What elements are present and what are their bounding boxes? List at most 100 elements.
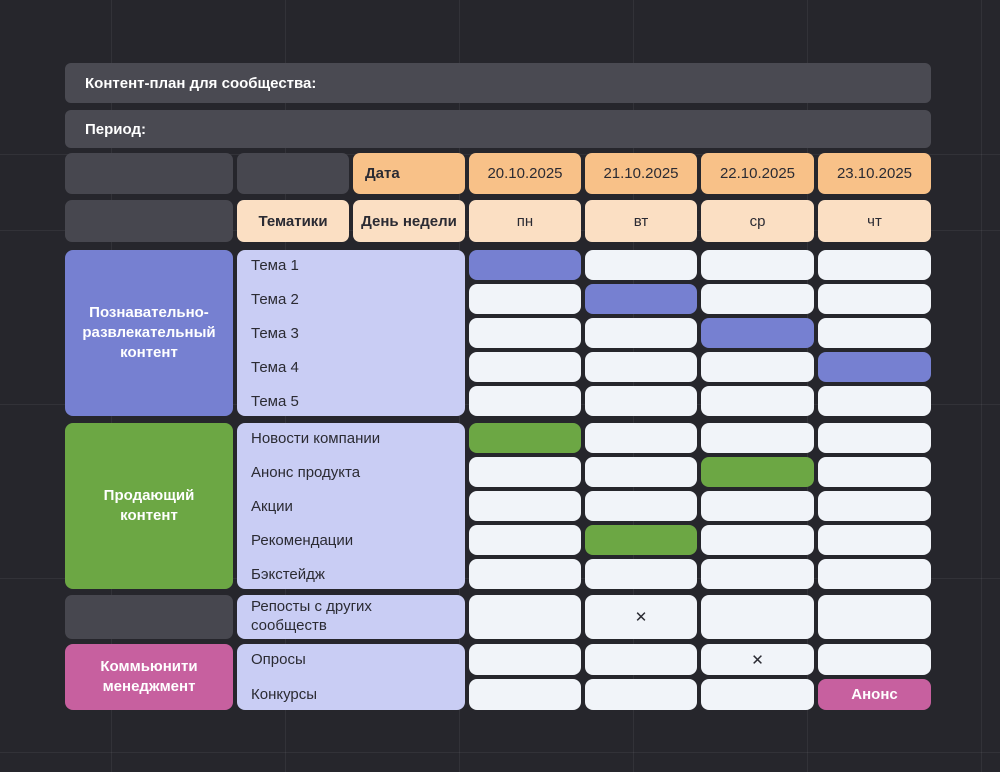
schedule-cell[interactable] xyxy=(469,491,581,521)
weekday-header-label: День недели xyxy=(361,212,457,230)
topic-label: Опросы xyxy=(251,651,306,668)
schedule-cell[interactable] xyxy=(585,457,697,487)
schedule-cell[interactable] xyxy=(701,559,814,589)
schedule-cell[interactable] xyxy=(818,423,931,453)
schedule-cell-filled[interactable] xyxy=(701,318,814,348)
schedule-cell[interactable] xyxy=(469,525,581,555)
schedule-cell[interactable] xyxy=(701,423,814,453)
topic-label: Тема 3 xyxy=(251,324,299,342)
schedule-cell[interactable] xyxy=(818,457,931,487)
schedule-cell[interactable] xyxy=(701,679,814,710)
title-bar[interactable]: Контент-план для сообщества: xyxy=(65,63,931,103)
schedule-cell[interactable] xyxy=(585,423,697,453)
period-bar-label: Период: xyxy=(85,120,146,138)
topic-label: Новости компании xyxy=(251,429,381,447)
weekday-header-cell[interactable]: День недели xyxy=(353,200,465,242)
date-header-cell[interactable]: Дата xyxy=(353,153,465,194)
weekday-value: пн xyxy=(516,212,534,230)
topic-label: Рекомендации xyxy=(251,531,354,549)
schedule-cell-filled[interactable] xyxy=(469,250,581,280)
schedule-cell[interactable] xyxy=(585,679,697,710)
empty-header-cell[interactable] xyxy=(65,153,233,194)
schedule-cell[interactable] xyxy=(701,284,814,314)
weekday-value: чт xyxy=(867,212,882,230)
schedule-cell[interactable] xyxy=(585,352,697,382)
schedule-cell[interactable] xyxy=(818,386,931,416)
topics-block-reposts[interactable]: Репосты с других сообществ xyxy=(237,595,465,639)
schedule-cell[interactable] xyxy=(701,250,814,280)
schedule-cell[interactable] xyxy=(585,644,697,675)
period-bar[interactable]: Период: xyxy=(65,110,931,148)
schedule-cell[interactable] xyxy=(818,559,931,589)
schedule-cell[interactable] xyxy=(469,386,581,416)
schedule-cell-filled[interactable] xyxy=(469,423,581,453)
schedule-cell[interactable] xyxy=(585,491,697,521)
schedule-cell-filled[interactable] xyxy=(701,457,814,487)
empty-category-cell[interactable] xyxy=(65,595,233,639)
schedule-cell[interactable] xyxy=(469,457,581,487)
weekday-cell-thu[interactable]: чт xyxy=(818,200,931,242)
topic-label: Репосты с других сообществ xyxy=(251,598,372,634)
date-cell-tue[interactable]: 21.10.2025 xyxy=(585,153,697,194)
date-cell-thu[interactable]: 23.10.2025 xyxy=(818,153,931,194)
topic-label: Бэкстейдж xyxy=(251,565,325,583)
schedule-cell[interactable] xyxy=(469,318,581,348)
schedule-cell[interactable] xyxy=(701,491,814,521)
category-block-educational[interactable]: Познавательно-развлекательный контент xyxy=(65,250,233,416)
anons-cell[interactable]: Анонс xyxy=(818,679,931,710)
topics-header-label: Тематики xyxy=(258,212,328,230)
date-value: 22.10.2025 xyxy=(719,165,796,182)
topic-label: Акции xyxy=(251,497,293,515)
weekday-value: ср xyxy=(749,212,766,230)
schedule-cell[interactable] xyxy=(818,644,931,675)
schedule-cell[interactable] xyxy=(585,386,697,416)
schedule-cell[interactable] xyxy=(701,595,814,639)
schedule-cell[interactable] xyxy=(469,644,581,675)
date-cell-mon[interactable]: 20.10.2025 xyxy=(469,153,581,194)
schedule-cell[interactable] xyxy=(469,352,581,382)
category-label: Коммьюнити менеджмент xyxy=(100,658,198,695)
schedule-cell[interactable] xyxy=(585,250,697,280)
date-cell-wed[interactable]: 22.10.2025 xyxy=(701,153,814,194)
topics-header-cell[interactable]: Тематики xyxy=(237,200,349,242)
topic-label: Конкурсы xyxy=(251,686,318,703)
topics-block-sales[interactable]: Новости компании Анонс продукта Акции Ре… xyxy=(237,423,465,589)
schedule-cell[interactable] xyxy=(818,595,931,639)
schedule-cell[interactable] xyxy=(585,559,697,589)
empty-header-cell[interactable] xyxy=(65,200,233,242)
schedule-cell[interactable] xyxy=(469,679,581,710)
anons-label: Анонс xyxy=(851,686,898,703)
schedule-cell[interactable] xyxy=(469,595,581,639)
schedule-cell[interactable] xyxy=(818,525,931,555)
schedule-cell[interactable] xyxy=(818,250,931,280)
schedule-cell-filled[interactable] xyxy=(585,525,697,555)
empty-header-cell[interactable] xyxy=(237,153,349,194)
schedule-cell[interactable] xyxy=(585,318,697,348)
schedule-cell[interactable] xyxy=(469,284,581,314)
schedule-cell[interactable] xyxy=(818,318,931,348)
topic-label: Анонс продукта xyxy=(251,463,361,481)
content-plan-board: Контент-план для сообщества: Период: Дат… xyxy=(65,63,931,710)
weekday-value: вт xyxy=(633,212,649,230)
weekday-cell-mon[interactable]: пн xyxy=(469,200,581,242)
topics-block-educational[interactable]: Тема 1 Тема 2 Тема 3 Тема 4 Тема 5 xyxy=(237,250,465,416)
category-block-community[interactable]: Коммьюнити менеджмент xyxy=(65,644,233,710)
schedule-cell-filled[interactable] xyxy=(818,352,931,382)
schedule-cell[interactable] xyxy=(701,352,814,382)
date-value: 20.10.2025 xyxy=(487,165,563,182)
topics-block-community[interactable]: Опросы Конкурсы xyxy=(237,644,465,710)
content-plan-table: Дата 20.10.2025 21.10.2025 22.10.2025 23… xyxy=(65,153,931,710)
date-value: 21.10.2025 xyxy=(603,165,679,182)
x-mark-cell[interactable]: ✕ xyxy=(585,595,697,639)
x-mark-cell[interactable]: ✕ xyxy=(701,644,814,675)
schedule-cell-filled[interactable] xyxy=(585,284,697,314)
schedule-cell[interactable] xyxy=(818,284,931,314)
x-mark: ✕ xyxy=(751,651,764,669)
weekday-cell-wed[interactable]: ср xyxy=(701,200,814,242)
weekday-cell-tue[interactable]: вт xyxy=(585,200,697,242)
schedule-cell[interactable] xyxy=(469,559,581,589)
schedule-cell[interactable] xyxy=(818,491,931,521)
schedule-cell[interactable] xyxy=(701,386,814,416)
schedule-cell[interactable] xyxy=(701,525,814,555)
category-block-sales[interactable]: Продающий контент xyxy=(65,423,233,589)
